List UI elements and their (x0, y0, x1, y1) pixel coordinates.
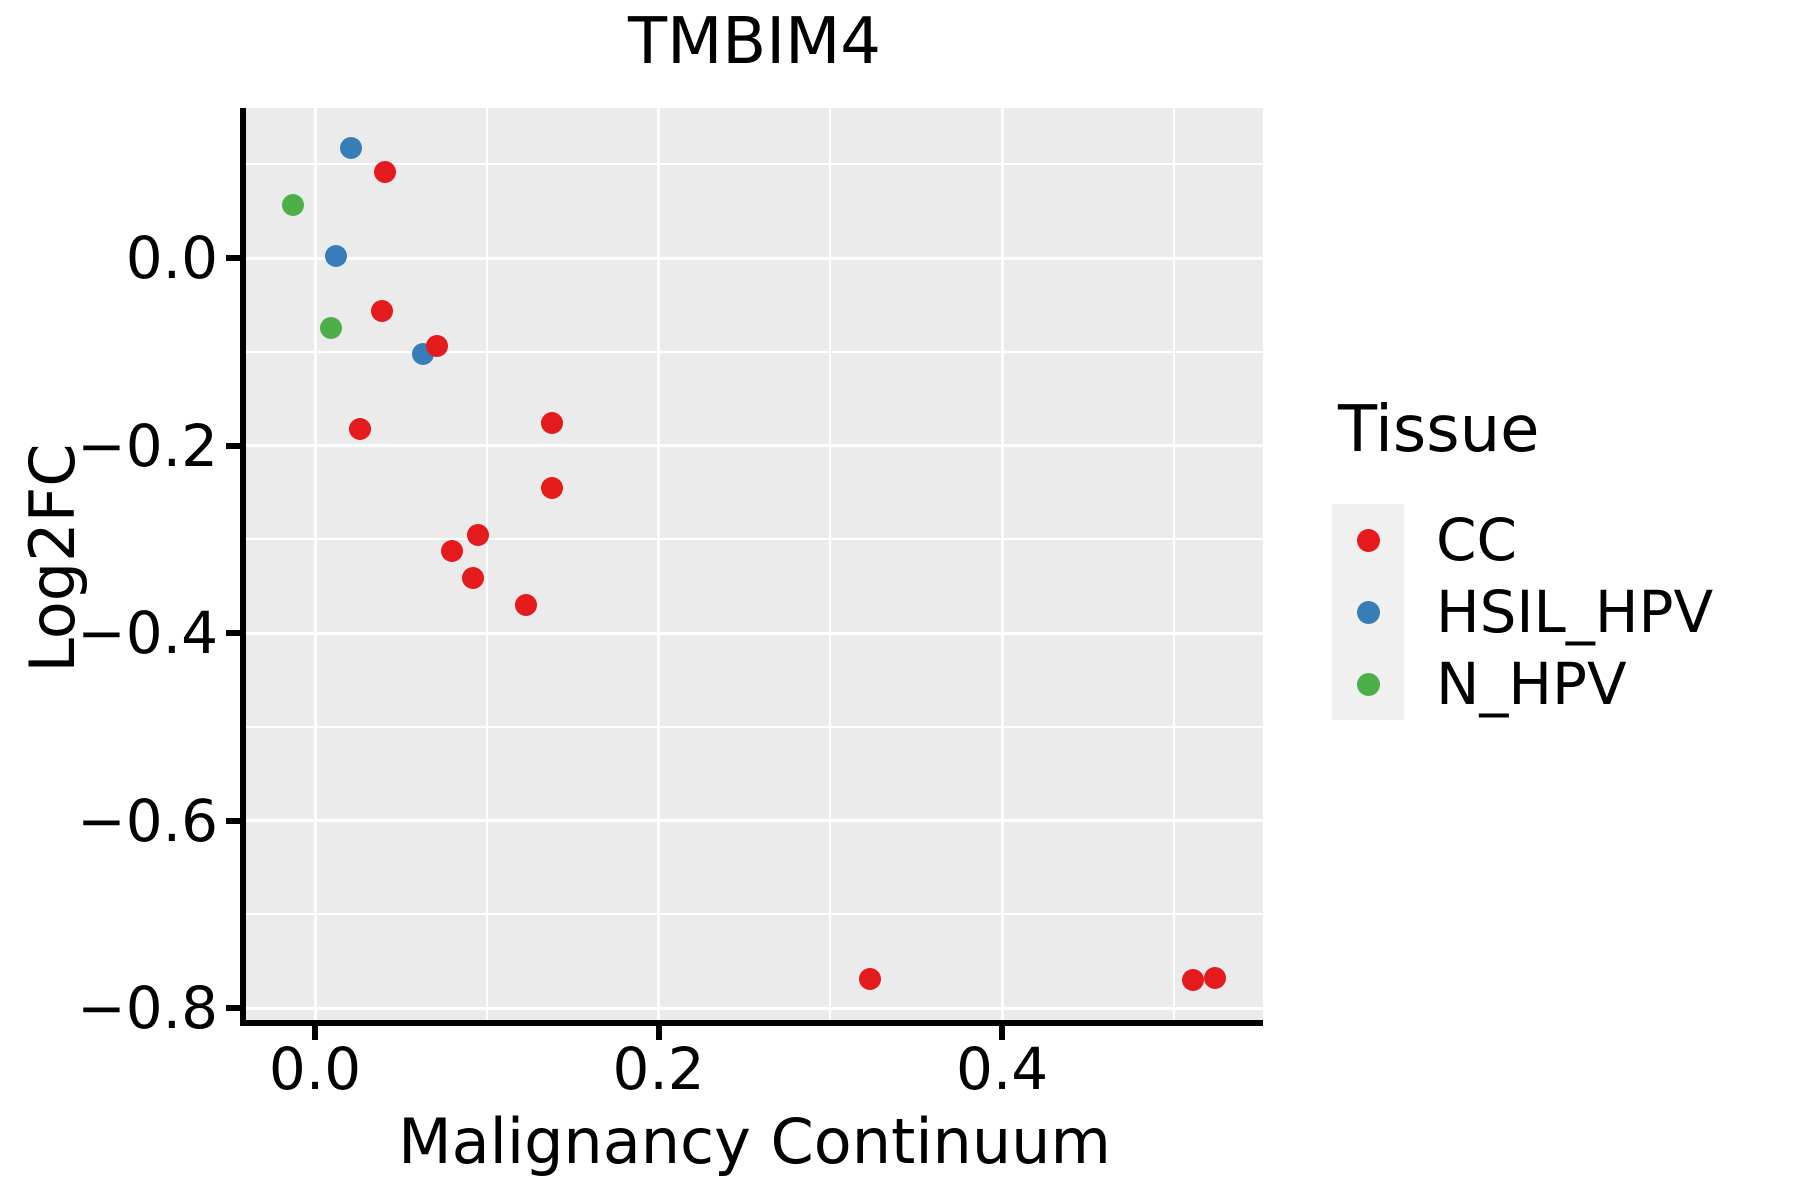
scatter-point-cc (858, 967, 881, 990)
scatter-point-cc (1181, 968, 1204, 991)
x-axis-tick-label: 0.4 (955, 1035, 1049, 1103)
scatter-point-cc (467, 523, 490, 546)
gridline-vertical-minor (485, 108, 488, 1020)
x-axis-tick (312, 1026, 319, 1040)
scatter-point-n_hpv (319, 317, 342, 340)
scatter-point-cc (348, 417, 371, 440)
gridline-vertical-major (313, 108, 317, 1020)
x-axis-label: Malignancy Continuum (398, 1105, 1111, 1178)
scatter-point-hsil_hpv (324, 245, 347, 268)
legend-entry-label: N_HPV (1436, 650, 1627, 718)
gridline-horizontal-major (246, 1006, 1263, 1010)
gridline-horizontal-major (246, 631, 1263, 635)
legend-entry-cc: CC (1332, 504, 1713, 576)
legend-dot-hsil_hpv (1356, 600, 1380, 624)
y-axis-tick (226, 255, 240, 261)
legend-key-box (1332, 504, 1404, 576)
legend-dot-cc (1356, 528, 1380, 552)
chart-title: TMBIM4 (627, 5, 882, 79)
y-axis-tick (226, 1005, 240, 1011)
x-axis-tick-label: 0.2 (612, 1035, 705, 1103)
gridline-vertical-minor (1172, 108, 1175, 1020)
y-axis-tick-label: 0.0 (125, 224, 218, 292)
gridline-vertical-minor (829, 108, 832, 1020)
legend-entry-hsil_hpv: HSIL_HPV (1332, 576, 1713, 648)
gridline-horizontal-major (246, 256, 1263, 260)
legend-entry-label: HSIL_HPV (1436, 578, 1714, 646)
legend-entry-label: CC (1436, 506, 1517, 574)
legend-entries: CC HSIL_HPV N_HPV (1332, 504, 1713, 720)
scatter-point-cc (541, 412, 564, 434)
scatter-point-cc (541, 476, 564, 499)
legend-entry-n_hpv: N_HPV (1332, 648, 1713, 720)
y-axis-tick-label: −0.2 (77, 411, 218, 480)
scatter-point-cc (515, 593, 538, 616)
gridline-horizontal-minor (246, 725, 1263, 728)
legend-title: Tissue (1338, 393, 1540, 467)
legend-key-box (1332, 576, 1404, 648)
y-axis-tick-label: −0.6 (77, 786, 218, 855)
gridline-horizontal-major (246, 819, 1263, 822)
y-axis-tick-label: −0.8 (77, 974, 218, 1042)
x-axis-tick (655, 1026, 662, 1040)
gridline-vertical-major (657, 108, 661, 1020)
y-axis-label: Log2FC (16, 443, 89, 673)
legend-key-box (1332, 648, 1404, 720)
gridline-horizontal-major (246, 444, 1263, 447)
y-axis-line (240, 108, 246, 1026)
x-axis-tick-label: 0.0 (268, 1035, 362, 1103)
scatter-point-cc (1204, 967, 1227, 989)
x-axis-line (240, 1020, 1263, 1026)
scatter-point-cc (441, 539, 464, 562)
y-axis-tick (226, 630, 240, 636)
legend-dot-n_hpv (1356, 672, 1380, 696)
scatter-point-cc (462, 566, 485, 589)
gridline-horizontal-minor (246, 163, 1263, 166)
scatter-point-cc (371, 300, 394, 323)
gridline-vertical-major (1000, 108, 1004, 1020)
y-axis-tick-label: −0.4 (77, 599, 218, 667)
scatter-point-hsil_hpv (340, 137, 363, 160)
y-axis-tick (226, 817, 240, 824)
scatter-point-n_hpv (281, 193, 304, 216)
legend: Tissue CC HSIL_HPV N_HPV (1332, 396, 1713, 720)
gridline-horizontal-minor (246, 538, 1263, 541)
plot-panel (246, 108, 1263, 1020)
gridline-horizontal-minor (246, 350, 1263, 353)
y-axis-tick (226, 442, 240, 449)
gridline-horizontal-minor (246, 913, 1263, 916)
scatter-point-cc (425, 335, 448, 358)
x-axis-tick (999, 1026, 1006, 1040)
scatter-point-cc (374, 160, 397, 183)
